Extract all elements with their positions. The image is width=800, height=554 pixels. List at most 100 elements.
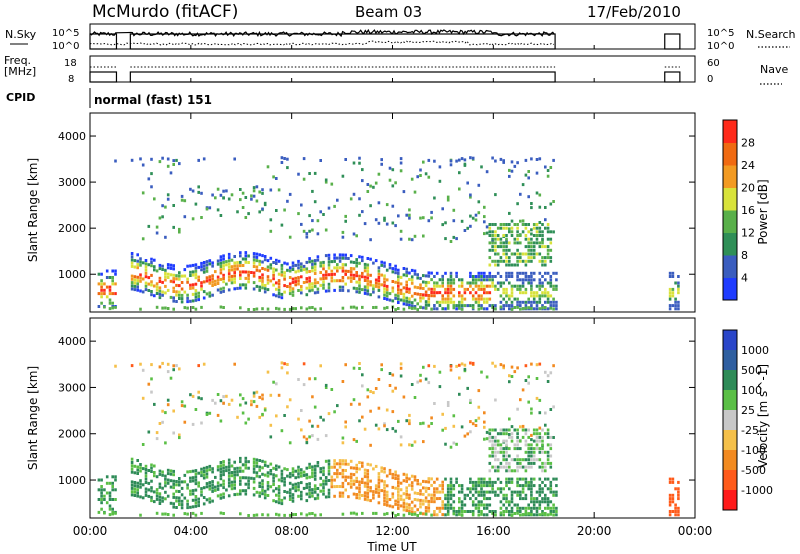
velocity-cell [280,469,284,473]
power-cell [474,291,478,295]
power-cell [252,189,256,193]
power-cell [308,257,311,261]
velocity-cell [668,513,672,517]
power-cell [130,277,134,281]
velocity-cell [222,495,225,499]
power-cell [419,293,422,296]
power-cell [150,290,153,293]
power-cell [383,218,386,222]
velocity-cell [491,454,494,458]
power-cell [363,279,367,282]
velocity-cell [424,512,428,516]
velocity-cell [383,489,386,493]
velocity-cell [491,510,494,513]
power-cell [189,286,192,290]
power-cell [108,288,112,292]
power-cell [480,297,483,301]
power-cell [516,284,519,288]
power-cell [402,267,406,270]
power-cell [455,159,458,163]
power-cell [297,282,300,286]
power-cell [225,189,228,193]
velocity-cell [474,497,478,501]
power-cell [530,278,533,282]
velocity-cell [433,402,436,405]
velocity-cell [555,484,558,488]
power-cell [502,241,505,245]
power-cell [552,307,555,311]
power-cell [671,294,675,298]
power-cell [552,287,555,291]
power-cell [205,260,209,264]
velocity-cell [358,487,361,490]
power-cell [452,278,456,282]
power-cell [510,304,514,308]
velocity-cell [413,396,417,399]
power-cell [141,191,145,195]
velocity-cell [405,479,408,483]
velocity-cell [444,506,447,510]
velocity-cell [538,513,542,517]
velocity-cell [313,468,317,472]
velocity-cell [397,497,400,501]
power-cell [280,156,284,160]
power-cell [369,273,372,277]
power-cell [496,263,500,267]
velocity-cell [291,499,295,503]
power-cell [510,284,514,288]
velocity-cbar-swatch-8 [723,490,737,511]
velocity-cell [144,471,148,475]
velocity-cell [671,480,675,484]
power-cell [422,274,425,278]
velocity-cell [322,469,325,473]
power-cell [410,275,414,279]
velocity-cell [538,432,542,436]
power-cell [524,234,528,237]
velocity-cell [369,486,372,490]
power-cell [530,307,533,310]
power-cell [508,297,511,301]
velocity-cell [169,485,173,489]
velocity-cell [233,483,236,487]
velocity-cell [297,378,300,381]
velocity-cell [516,506,519,510]
x-tick-label-4: 16:00 [476,524,511,538]
velocity-cell [233,460,236,464]
power-cell [366,292,370,296]
power-cell [272,277,275,281]
power-cell [222,280,225,284]
power-cell [388,178,392,182]
velocity-cell [452,484,456,488]
velocity-cell [430,513,433,517]
power-cell [153,284,156,288]
power-cell [555,304,558,308]
velocity-cell [485,430,489,434]
velocity-cell [227,494,231,498]
velocity-cell [427,509,431,513]
power-cell [150,264,153,268]
velocity-cell [161,499,164,503]
velocity-cell [263,493,267,497]
power-cell [239,254,242,258]
power-cell [344,272,347,276]
power-cell [377,295,381,299]
power-cell [530,275,533,278]
power-cell [402,292,406,296]
power-cell [258,259,261,263]
power-cell [532,252,536,256]
x-tick-label-5: 20:00 [577,524,612,538]
velocity-cell [269,435,273,439]
power-cell [103,282,106,286]
velocity-cell [546,461,550,465]
velocity-cell [311,512,314,515]
velocity-cell [158,492,162,496]
velocity-cell [516,493,519,497]
power-cell [471,294,475,298]
velocity-cell [446,493,450,497]
velocity-cell [316,487,320,490]
power-cell [291,307,295,311]
velocity-cell [100,501,103,505]
power-cell [230,274,234,278]
